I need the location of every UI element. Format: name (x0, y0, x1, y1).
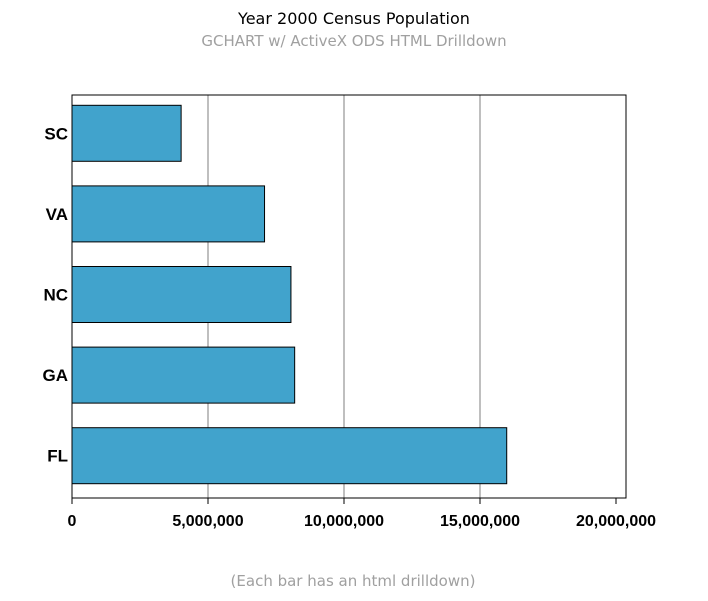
category-label: GA (43, 366, 69, 385)
x-axis: 0 5,000,000 10,000,000 15,000,000 20,000,000 (68, 498, 656, 530)
category-label: FL (47, 447, 68, 466)
category-label: VA (46, 205, 68, 224)
bar-va[interactable] (71, 185, 266, 243)
bars (71, 104, 508, 485)
x-tick-label: 10,000,000 (304, 513, 384, 530)
chart-footnote: (Each bar has an html drilldown) (231, 572, 476, 590)
x-tick-label: 15,000,000 (440, 513, 520, 530)
bar-sc[interactable] (71, 104, 182, 162)
category-label: NC (43, 286, 68, 305)
x-tick-label: 5,000,000 (172, 513, 243, 530)
chart-title: Year 2000 Census Population (237, 9, 470, 28)
category-labels: SC VA NC GA FL (43, 124, 69, 465)
bar-ga[interactable] (71, 346, 296, 404)
category-label: SC (44, 124, 68, 143)
bar-nc[interactable] (71, 266, 292, 323)
x-tick-label: 0 (68, 513, 77, 530)
bar-fl[interactable] (71, 427, 508, 485)
chart-subtitle: GCHART w/ ActiveX ODS HTML Drilldown (201, 32, 506, 50)
x-tick-label: 20,000,000 (576, 513, 656, 530)
